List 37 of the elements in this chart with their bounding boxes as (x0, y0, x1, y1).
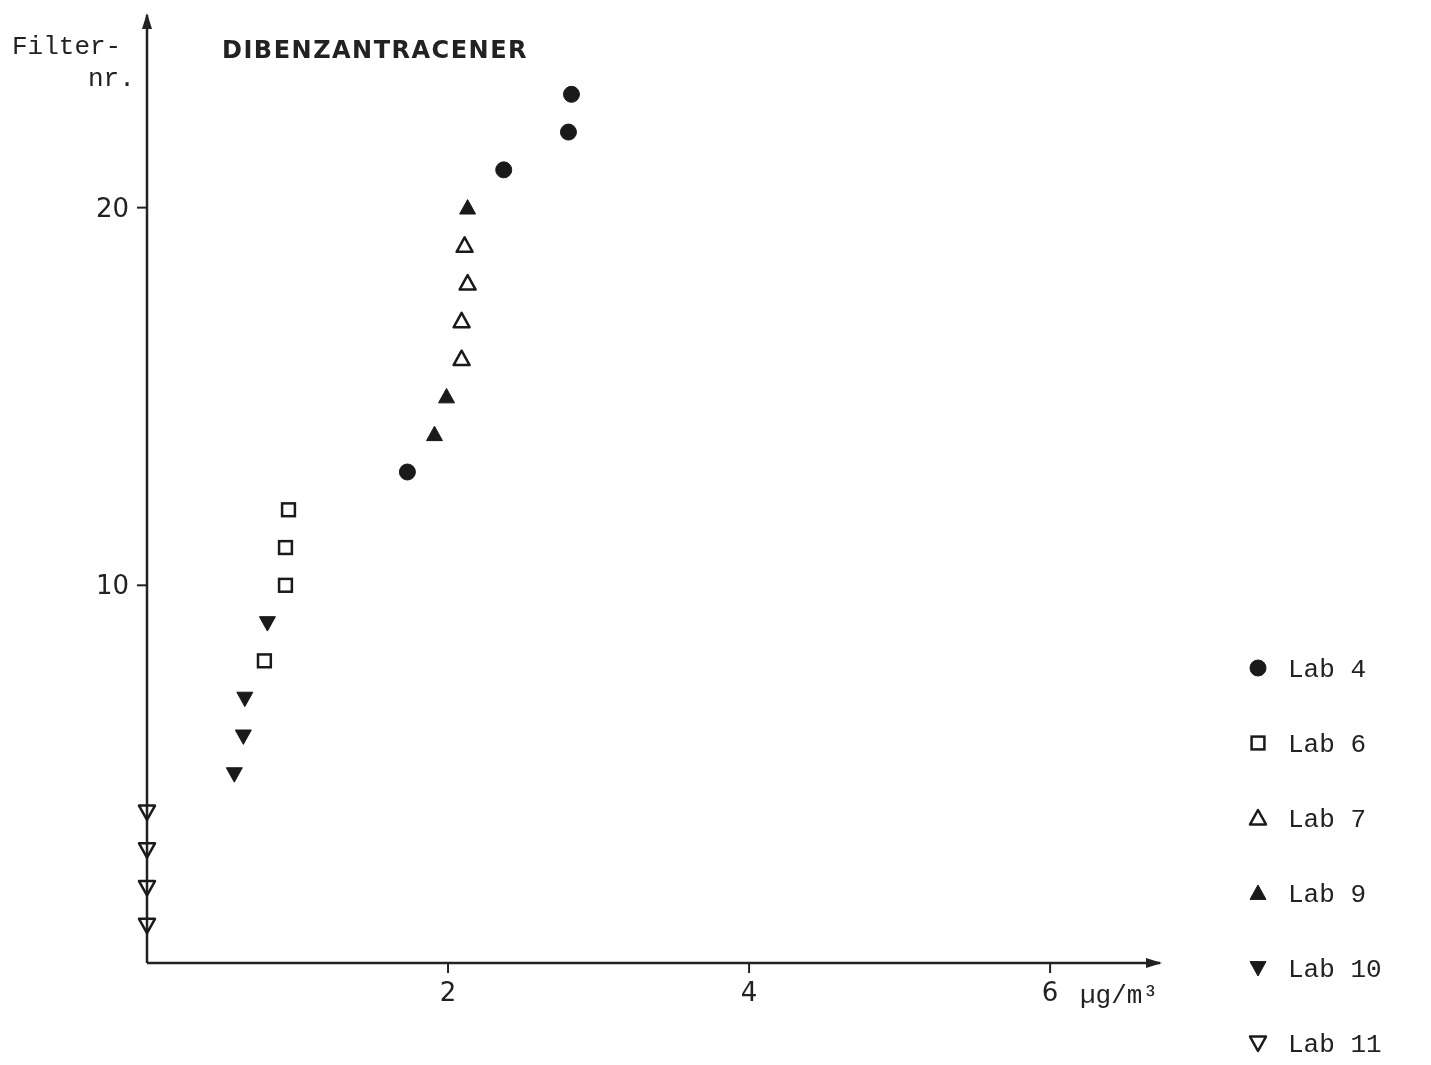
point (458, 273, 477, 291)
x-tick-label: 4 (740, 977, 758, 1007)
legend-label: Lab 7 (1288, 805, 1367, 836)
x-tick-label: 6 (1041, 977, 1059, 1007)
y-tick-label: 10 (95, 570, 129, 601)
point (280, 502, 297, 518)
x-tick-label: 2 (439, 977, 457, 1007)
x-axis-title: µg/m³ (1080, 981, 1159, 1011)
point (137, 917, 157, 935)
text: DIBENZANTRACENER (222, 36, 529, 64)
y-axis-title: Filter-nr. (12, 32, 135, 94)
point (256, 653, 273, 669)
point (277, 539, 294, 556)
point (455, 236, 474, 254)
point (425, 425, 443, 442)
legend-label: Lab 11 (1288, 1030, 1382, 1061)
point (258, 616, 276, 632)
point (452, 311, 471, 329)
point (234, 729, 252, 745)
legend-label: Lab 9 (1288, 880, 1367, 911)
legend-label: Lab 6 (1288, 730, 1367, 761)
point (137, 842, 157, 859)
point (562, 85, 580, 103)
point (137, 879, 157, 897)
point (277, 577, 294, 593)
point (225, 767, 243, 783)
point (495, 161, 513, 179)
point (452, 349, 471, 367)
legend-label: Lab 4 (1288, 655, 1367, 686)
point (236, 691, 254, 708)
point (137, 804, 157, 822)
point (438, 387, 456, 404)
point (459, 199, 477, 215)
point (559, 123, 577, 141)
point (398, 463, 416, 481)
legend-label: Lab 10 (1288, 955, 1382, 986)
y-tick-label: 20 (95, 192, 129, 223)
